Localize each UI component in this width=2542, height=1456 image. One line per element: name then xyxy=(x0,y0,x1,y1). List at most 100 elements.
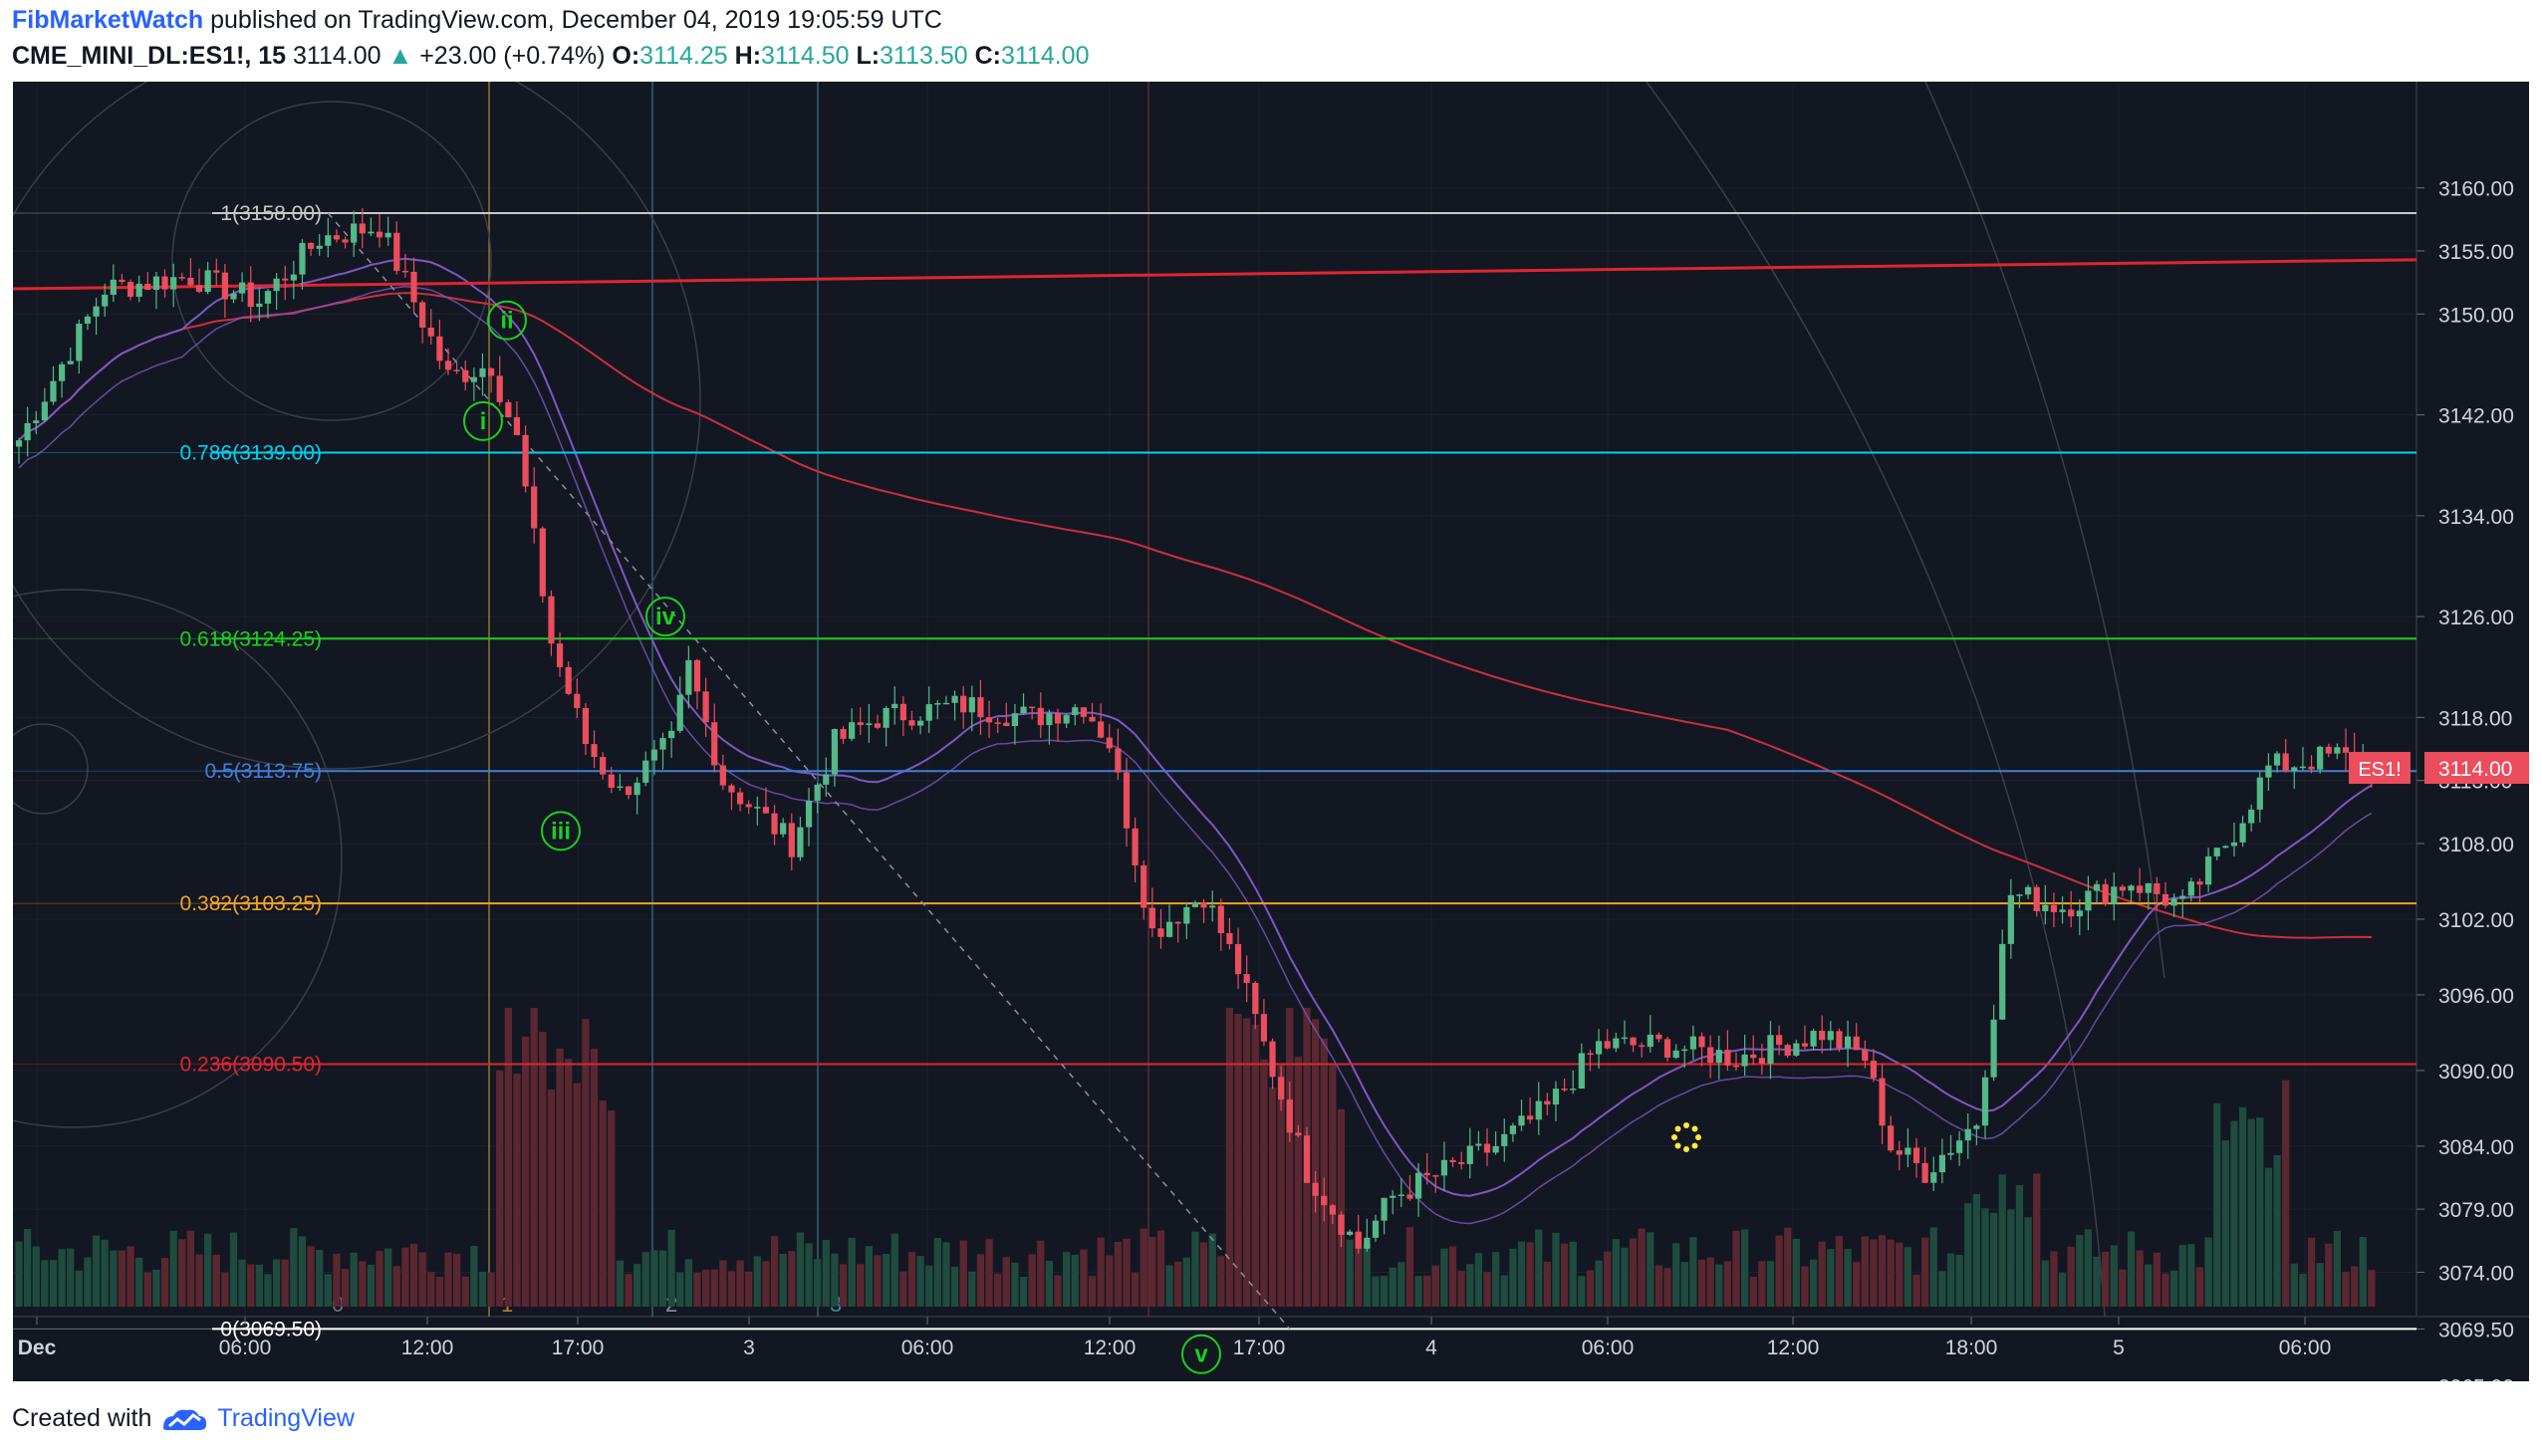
volume-bar xyxy=(556,1048,564,1307)
volume-bar xyxy=(58,1249,66,1307)
tradingview-link[interactable]: TradingView xyxy=(217,1404,355,1432)
price-axis-background xyxy=(2416,82,2529,1317)
footer: Created with TradingView xyxy=(12,1404,355,1433)
volume-bar xyxy=(658,1250,667,1307)
volume-bar xyxy=(684,1259,692,1307)
candle-body xyxy=(393,232,400,271)
candle-body xyxy=(76,323,83,362)
fib-time-cycles: 0123 xyxy=(332,82,1149,1317)
volume-bar xyxy=(1972,1193,1980,1307)
volume-bar xyxy=(1414,1276,1422,1307)
candle-body xyxy=(883,707,890,728)
volume-bar xyxy=(92,1235,101,1307)
sun-marker-icon xyxy=(1671,1122,1701,1152)
wave-label-iii: iii xyxy=(551,818,571,845)
volume-bar xyxy=(2325,1243,2333,1307)
tradingview-logo-icon[interactable] xyxy=(159,1406,209,1432)
price-tick-label: 3126.00 xyxy=(2438,607,2514,629)
volume-bar xyxy=(1311,1019,1320,1307)
volume-bar xyxy=(1148,1237,1156,1307)
volume-bar xyxy=(290,1228,298,1307)
volume-bar xyxy=(1268,1088,1277,1307)
candle-body xyxy=(230,293,237,300)
volume-bar xyxy=(1697,1259,1706,1307)
price-chart[interactable]: 0123 1(3158.00) 0.786(3139.00) 0.618(3124.2… xyxy=(0,31,2529,1398)
volume-bar xyxy=(1647,1232,1654,1307)
volume-bar xyxy=(2342,1272,2350,1307)
candle-body xyxy=(2111,886,2118,904)
chart-area[interactable]: 0123 1(3158.00) 0.786(3139.00) 0.618(3124.2… xyxy=(0,31,2529,1398)
volume-bar xyxy=(573,1083,581,1307)
volume-bar xyxy=(994,1273,1002,1307)
volume-bar xyxy=(2316,1263,2324,1307)
volume-bar xyxy=(67,1248,75,1307)
price-tick-label: 3102.00 xyxy=(2438,909,2514,932)
volume-bar xyxy=(487,1272,495,1307)
volume-bar xyxy=(1140,1228,1147,1307)
wave-label-circle xyxy=(463,400,503,441)
candle-body xyxy=(2161,893,2169,906)
candle-body xyxy=(2042,904,2049,911)
candle-body xyxy=(2068,909,2075,917)
volume-bar xyxy=(2015,1184,2024,1307)
candle-body xyxy=(178,277,185,279)
candle-body xyxy=(574,693,581,708)
candle-body xyxy=(1398,1194,1404,1196)
fib-arc xyxy=(171,101,492,421)
candle-body xyxy=(668,730,675,739)
candle-body xyxy=(1836,1031,1843,1049)
volume-bar xyxy=(770,1236,779,1307)
volume-bar xyxy=(1037,1240,1045,1307)
candle-body xyxy=(1372,1220,1380,1238)
created-with-text: Created with xyxy=(12,1404,152,1432)
candle-body xyxy=(1758,1058,1765,1064)
volume-bar xyxy=(247,1264,255,1307)
volume-bar xyxy=(2333,1231,2342,1307)
candle-body xyxy=(1440,1159,1448,1176)
candle-body xyxy=(290,274,297,281)
price-axis: 3160.00 3155.00 3150.00 3142.00 3134.00 3126.… xyxy=(2349,178,2529,1398)
candle-body xyxy=(1183,906,1190,924)
candle-body xyxy=(1715,1050,1722,1064)
volume-bar xyxy=(1165,1265,1173,1307)
fib-label-0.236: 0.236(3090.50) xyxy=(180,1054,322,1077)
candle-body xyxy=(1999,943,2006,1020)
candle-body xyxy=(977,697,984,718)
candle-body xyxy=(608,774,615,789)
volume-bar xyxy=(2368,1270,2376,1307)
volume-bar xyxy=(264,1274,272,1307)
volume-bar xyxy=(899,1271,907,1307)
candle-body xyxy=(1570,1089,1577,1091)
candle-body xyxy=(333,235,341,240)
volume-bar xyxy=(75,1270,83,1307)
candle-body xyxy=(693,659,701,692)
candle-body xyxy=(1312,1182,1319,1196)
candle-body xyxy=(2050,904,2058,912)
candle-body xyxy=(771,813,778,835)
author-link[interactable]: FibMarketWatch xyxy=(12,6,204,34)
volume-bar xyxy=(779,1253,787,1307)
candle-body xyxy=(754,807,761,809)
volume-bar xyxy=(2247,1118,2255,1307)
volume-bar xyxy=(307,1246,315,1307)
candle-body xyxy=(1639,1045,1646,1048)
volume-bar xyxy=(1448,1246,1457,1307)
volume-bar xyxy=(255,1264,263,1307)
volume-bar xyxy=(1801,1266,1809,1307)
candle-body xyxy=(1698,1036,1705,1048)
candle-body xyxy=(942,702,950,705)
sun-dot xyxy=(1674,1125,1681,1132)
volume-bar xyxy=(367,1264,376,1307)
volume-bar xyxy=(1405,1227,1414,1307)
volume-bar xyxy=(1818,1241,1826,1307)
candle-body xyxy=(1355,1231,1362,1249)
volume-bar xyxy=(2161,1273,2169,1307)
candle-body xyxy=(264,291,272,304)
candle-body xyxy=(934,703,941,705)
candle-body xyxy=(1732,1065,1740,1068)
last-price-tag xyxy=(2424,752,2529,785)
candle-body xyxy=(1406,1194,1413,1199)
candle-body xyxy=(1089,716,1096,722)
candle-body xyxy=(1663,1039,1671,1059)
candle-body xyxy=(2128,885,2135,891)
